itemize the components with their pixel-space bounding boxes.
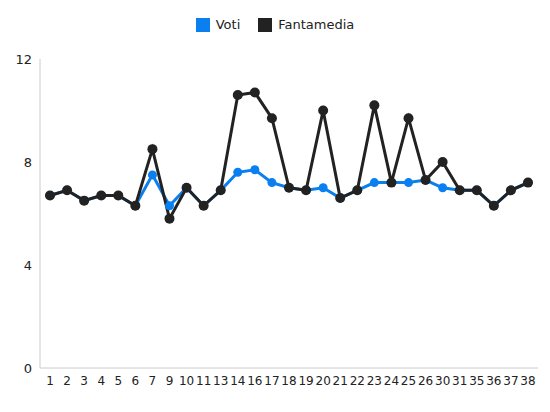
svg-text:11: 11	[196, 374, 211, 388]
html-text:Fantamedia: Fantamedia	[278, 17, 355, 32]
svg-text:6: 6	[132, 374, 140, 388]
svg-text:36: 36	[486, 374, 501, 388]
svg-text:22: 22	[350, 374, 365, 388]
svg-text:8: 8	[24, 155, 32, 170]
svg-text:12: 12	[15, 52, 32, 67]
svg-text:30: 30	[435, 374, 450, 388]
svg-text:4: 4	[24, 258, 32, 273]
svg-text:19: 19	[298, 374, 313, 388]
svg-text:9: 9	[166, 374, 174, 388]
svg-text:1: 1	[46, 374, 54, 388]
svg-text:20: 20	[316, 374, 331, 388]
svg-text:16: 16	[247, 374, 262, 388]
svg-text:23: 23	[367, 374, 382, 388]
svg-text:3: 3	[80, 374, 88, 388]
svg-text:2: 2	[63, 374, 71, 388]
svg-text:10: 10	[179, 374, 194, 388]
svg-text:37: 37	[503, 374, 518, 388]
svg-text:38: 38	[520, 374, 535, 388]
svg-text:13: 13	[213, 374, 228, 388]
svg-text:14: 14	[230, 374, 245, 388]
svg-text:31: 31	[452, 374, 467, 388]
svg-text:25: 25	[401, 374, 416, 388]
svg-text:24: 24	[384, 374, 399, 388]
svg-text:5: 5	[114, 374, 122, 388]
svg-text:7: 7	[149, 374, 157, 388]
svg-text:4: 4	[97, 374, 105, 388]
html-text:Voti: Voti	[215, 17, 241, 32]
svg-text:17: 17	[264, 374, 279, 388]
svg-text:0: 0	[24, 361, 32, 376]
svg-text:26: 26	[418, 374, 433, 388]
svg-text:21: 21	[333, 374, 348, 388]
svg-text:35: 35	[469, 374, 484, 388]
svg-text:18: 18	[281, 374, 296, 388]
